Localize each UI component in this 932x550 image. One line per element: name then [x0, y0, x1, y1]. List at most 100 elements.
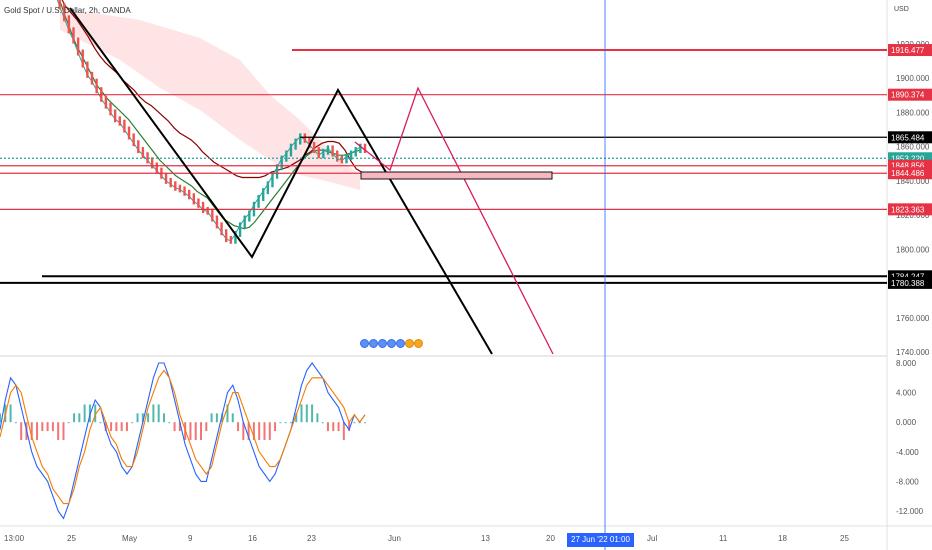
osc-histogram-bar: [189, 422, 192, 440]
price-candle: [322, 148, 325, 159]
price-candle: [183, 186, 186, 196]
price-axis-tick: 1860.000: [896, 143, 930, 152]
flag-blue-icon[interactable]: [387, 339, 396, 348]
price-candle: [72, 27, 75, 44]
osc-histogram-bar: [36, 422, 39, 440]
osc-histogram-bar: [14, 422, 17, 424]
osc-histogram-bar: [120, 422, 123, 432]
osc-axis-tick: 0.000: [896, 418, 917, 427]
osc-histogram-bar: [237, 422, 240, 432]
price-level-value: 1848.856: [891, 162, 925, 171]
price-candle: [169, 177, 172, 188]
osc-histogram-bar: [157, 404, 160, 423]
price-candle: [76, 37, 80, 56]
price-level-badge: [888, 203, 932, 216]
osc-histogram-bar: [173, 422, 176, 432]
price-candle: [238, 222, 242, 237]
price-candle: [354, 147, 357, 157]
flag-blue-icon[interactable]: [369, 339, 378, 348]
osc-histogram-bar: [57, 422, 60, 440]
price-candle: [280, 155, 283, 171]
flag-orange-icon[interactable]: [414, 339, 423, 348]
price-candle: [123, 119, 126, 133]
osc-histogram-bar: [326, 422, 329, 432]
price-axis-tick: 1760.000: [896, 314, 930, 323]
price-candle: [266, 181, 270, 195]
osc-histogram-bar: [321, 422, 324, 424]
price-candle: [331, 145, 334, 157]
price-candle: [271, 172, 274, 188]
osc-histogram-bar: [20, 422, 23, 440]
osc-histogram-bar: [305, 404, 308, 423]
price-candle: [303, 133, 307, 143]
price-candle: [234, 230, 237, 244]
price-candle: [317, 147, 320, 159]
osc-histogram-bar: [332, 422, 335, 432]
osc-histogram-bar: [300, 404, 303, 423]
drawn-pattern-crimson: [354, 86, 554, 355]
time-axis-tick: 11: [719, 534, 728, 543]
flag-blue-icon[interactable]: [378, 339, 387, 348]
osc-histogram-bar: [342, 422, 345, 440]
osc-axis-tick: -12.000: [896, 507, 924, 516]
price-candle: [299, 133, 302, 145]
price-candle: [224, 229, 228, 243]
price-candle: [229, 236, 233, 244]
price-candle: [127, 126, 131, 140]
price-candle: [113, 109, 117, 123]
osc-histogram-bar: [337, 422, 340, 432]
osc-histogram-bar: [104, 422, 107, 432]
crosshair-time-badge: 27 Jun '22 01:00: [567, 533, 634, 547]
price-candle: [81, 49, 84, 68]
osc-histogram-bar: [252, 422, 255, 440]
time-axis-tick: 23: [307, 534, 316, 543]
price-level-value: 1823.363: [891, 205, 925, 214]
price-level-badge: [888, 167, 932, 180]
time-axis-tick: Jun: [388, 534, 401, 543]
price-candle: [289, 143, 293, 157]
price-level-badge: [888, 88, 932, 101]
price-axis-tick: 1740.000: [896, 348, 930, 357]
osc-axis-tick: 8.000: [896, 359, 917, 368]
time-axis-tick: 13: [481, 534, 490, 543]
price-candle: [340, 155, 344, 164]
price-candle: [104, 95, 108, 109]
price-candle: [345, 153, 348, 164]
flag-orange-icon[interactable]: [405, 339, 414, 348]
price-candle: [118, 116, 121, 126]
osc-line-orange: [0, 369, 366, 505]
flag-blue-icon[interactable]: [360, 339, 369, 348]
osc-histogram-bar: [284, 422, 287, 424]
time-axis-tick: 18: [778, 534, 787, 543]
price-candle: [257, 195, 260, 208]
osc-histogram-bar: [9, 404, 12, 423]
osc-histogram-bar: [78, 413, 81, 423]
price-candle: [164, 172, 168, 184]
osc-histogram-bar: [311, 404, 314, 423]
price-level-value: 1890.374: [891, 91, 925, 100]
osc-histogram-bar: [178, 422, 181, 432]
price-candle: [312, 141, 316, 154]
osc-histogram-bar: [247, 422, 250, 440]
osc-histogram-bar: [115, 422, 118, 432]
price-candle: [197, 198, 200, 208]
price-candle: [132, 133, 135, 147]
flag-blue-icon[interactable]: [396, 339, 405, 348]
osc-histogram-bar: [268, 422, 271, 440]
osc-histogram-bar: [62, 422, 65, 440]
price-candle: [363, 143, 367, 154]
price-candle: [174, 181, 177, 191]
currency-label: USD: [894, 6, 909, 13]
price-candle: [192, 193, 196, 205]
osc-histogram-bar: [242, 422, 245, 440]
time-axis-tick: 25: [67, 534, 76, 543]
ichimoku-cloud: [60, 8, 360, 190]
osc-histogram-bar: [200, 422, 203, 440]
price-candle: [155, 162, 158, 174]
price-candle: [150, 157, 154, 169]
price-candle: [95, 78, 98, 94]
price-candle: [243, 215, 246, 229]
osc-histogram-bar: [263, 422, 266, 440]
osc-histogram-bar: [125, 422, 128, 432]
